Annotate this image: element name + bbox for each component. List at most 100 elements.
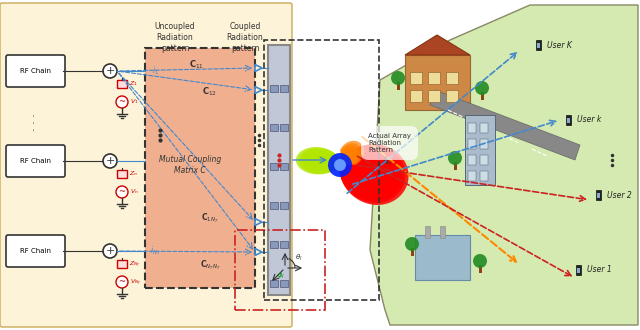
Polygon shape [340,152,383,190]
FancyBboxPatch shape [6,235,65,267]
Bar [280,280,288,287]
Circle shape [116,186,128,198]
Polygon shape [327,160,340,168]
Bar [468,139,476,149]
Text: $\mathbf{C}_{12}$: $\mathbf{C}_{12}$ [202,86,218,98]
Polygon shape [340,151,386,192]
Polygon shape [305,150,340,173]
Circle shape [334,159,346,171]
Text: $Z_n$: $Z_n$ [129,170,138,179]
Text: Actual Array
Radiation
Pattern: Actual Array Radiation Pattern [368,133,411,153]
FancyBboxPatch shape [405,55,470,110]
Polygon shape [296,147,340,174]
Bar [537,43,540,48]
Polygon shape [330,161,340,167]
Bar [280,163,288,170]
Polygon shape [340,144,408,205]
Polygon shape [340,153,380,188]
Text: User 1: User 1 [587,266,612,275]
Text: $\mathbf{C}_{11}$: $\mathbf{C}_{11}$ [189,59,205,71]
Polygon shape [307,152,340,172]
Polygon shape [316,155,340,170]
Bar [567,118,570,123]
Text: Mutual Coupling
Matrix C: Mutual Coupling Matrix C [159,155,221,175]
Bar [280,241,288,248]
Text: User k: User k [577,115,601,124]
Text: ~: ~ [118,97,125,107]
Text: $N_t$: $N_t$ [382,156,393,168]
Text: +: + [106,66,115,76]
Bar [446,72,458,84]
Circle shape [405,237,419,251]
Bar [480,171,488,181]
Circle shape [116,276,128,288]
Bar [270,280,278,287]
Polygon shape [340,160,345,165]
Polygon shape [310,153,340,171]
Circle shape [103,64,117,78]
Polygon shape [313,154,340,171]
Circle shape [103,244,117,258]
Text: $Z_1$: $Z_1$ [129,80,138,88]
Polygon shape [321,157,340,169]
Polygon shape [340,148,396,197]
Polygon shape [340,155,349,165]
Circle shape [473,254,487,268]
Text: User 2: User 2 [607,190,632,200]
Polygon shape [319,156,340,170]
Bar [597,193,600,198]
Bar [425,226,430,238]
Text: RF Chain: RF Chain [20,158,51,164]
Polygon shape [340,150,355,165]
Polygon shape [340,150,389,194]
Bar [465,115,495,185]
Text: Uncoupled
Radiation
pattern: Uncoupled Radiation pattern [155,22,195,53]
Bar [468,155,476,165]
Polygon shape [340,148,357,165]
Bar [576,265,581,275]
Text: RF Chain: RF Chain [20,248,51,254]
Polygon shape [340,143,362,165]
Polygon shape [340,157,366,181]
Polygon shape [340,161,353,173]
Bar [479,265,481,273]
Bar [428,72,440,84]
Bar [270,241,278,248]
Polygon shape [340,149,392,195]
Text: $V_1$: $V_1$ [130,98,139,107]
Polygon shape [335,163,340,166]
Circle shape [448,151,462,165]
Bar [480,155,488,165]
Bar [280,202,288,209]
Text: Coupled
Radiation
pattern: Coupled Radiation pattern [227,22,264,53]
Bar [577,268,580,273]
Bar [264,40,379,300]
Circle shape [391,71,405,85]
Bar [117,170,127,178]
Text: $\mathbf{C}_{N_T N_T}$: $\mathbf{C}_{N_T N_T}$ [200,258,220,272]
Bar [481,92,483,100]
Bar [270,85,278,92]
Bar [280,85,288,92]
FancyBboxPatch shape [6,145,65,177]
Bar [480,139,488,149]
Circle shape [103,154,117,168]
Text: $\theta_l$: $\theta_l$ [295,253,303,263]
Polygon shape [324,159,340,168]
Circle shape [328,153,352,177]
Bar [270,202,278,209]
Polygon shape [333,162,340,167]
Text: $Z_{N_T}$: $Z_{N_T}$ [129,259,141,269]
Polygon shape [370,5,638,325]
Bar [428,90,440,102]
Bar [454,162,456,170]
Text: RF Chain: RF Chain [20,68,51,74]
Polygon shape [340,155,373,184]
Circle shape [116,96,128,108]
Text: $i_1$: $i_1$ [152,65,159,77]
Bar [440,226,445,238]
Polygon shape [340,156,369,182]
Bar [117,260,127,268]
Polygon shape [340,146,402,201]
Polygon shape [340,147,399,199]
